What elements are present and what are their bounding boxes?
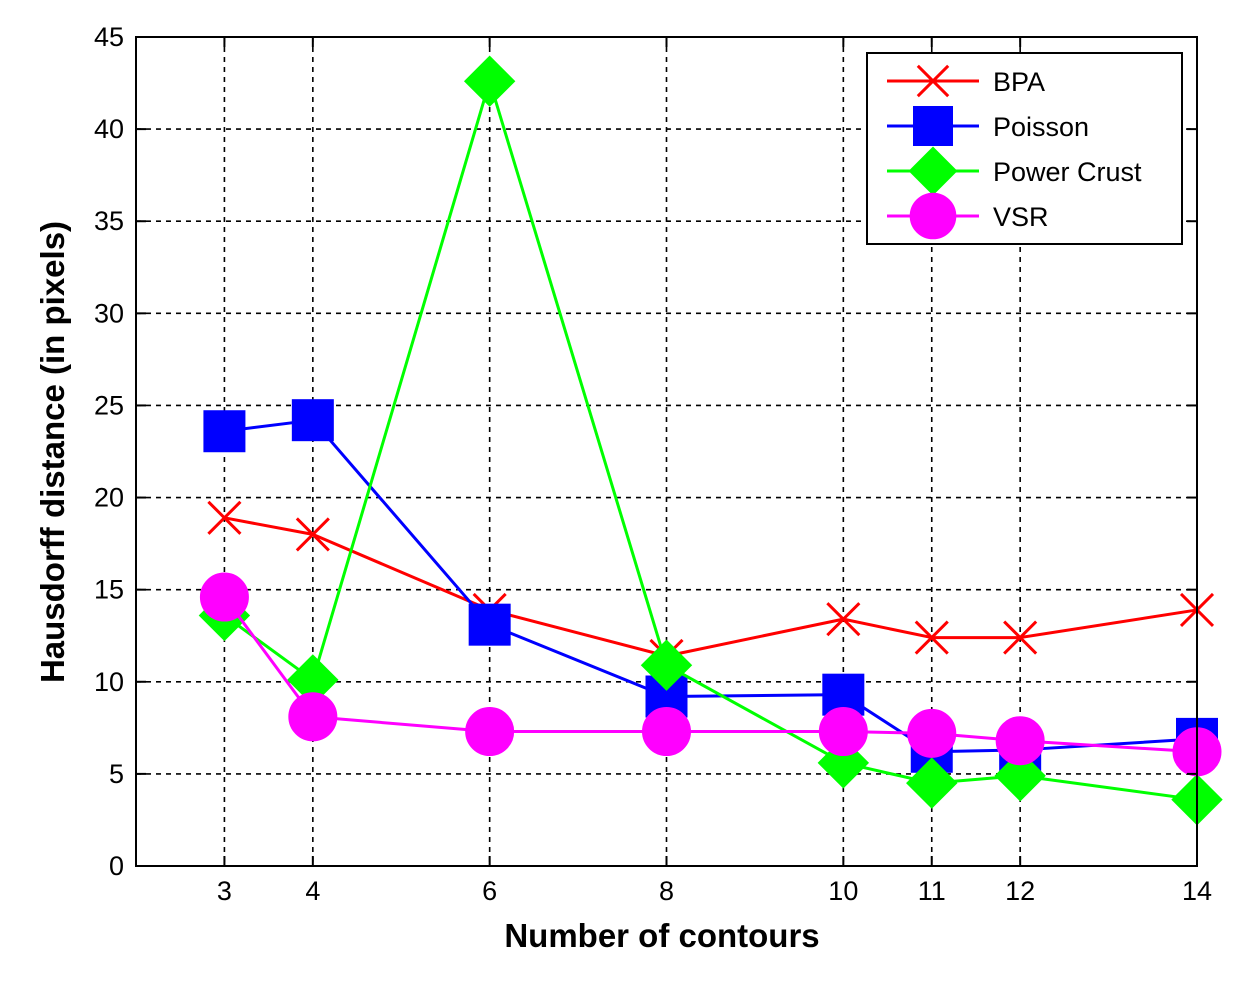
- vsr-point: [288, 692, 338, 742]
- y-tick-label: 0: [109, 851, 124, 881]
- x-tick-label: 4: [305, 876, 320, 906]
- legend-vsr-label: VSR: [993, 202, 1049, 232]
- bpa-point: [1003, 620, 1038, 655]
- y-tick-label: 15: [94, 575, 124, 605]
- vsr-point: [465, 707, 515, 757]
- legend-vsr-marker: [909, 192, 957, 240]
- x-tick-label: 8: [659, 876, 674, 906]
- vsr-point: [199, 572, 249, 622]
- y-tick-label: 5: [109, 759, 124, 789]
- axis-ticks: 3 4 6 8 10 11 12 14 0 5 10 15 20 25 30 35 40 45: [94, 22, 1212, 906]
- x-tick-label: 10: [828, 876, 858, 906]
- y-tick-label: 45: [94, 22, 124, 52]
- bpa-point: [914, 620, 949, 655]
- bpa-series-line: [224, 516, 1198, 658]
- legend-power-crust-label: Power Crust: [993, 157, 1142, 187]
- power-crust-point: [906, 757, 958, 809]
- y-tick-label: 30: [94, 298, 124, 328]
- poisson-point: [203, 410, 246, 453]
- legend-poisson-marker: [913, 106, 953, 146]
- x-tick-label: 11: [918, 876, 946, 906]
- x-tick-label: 14: [1182, 876, 1212, 906]
- legend-bpa-marker: [916, 64, 950, 98]
- bpa-point: [826, 602, 861, 637]
- poisson-series-line: [224, 418, 1198, 754]
- y-axis-title: Hausdorff distance (in pixels): [34, 221, 71, 683]
- x-tick-label: 6: [482, 876, 497, 906]
- power-crust-point: [463, 55, 516, 107]
- vsr-point: [907, 708, 957, 758]
- vsr-point: [642, 707, 691, 757]
- bpa-point: [207, 500, 242, 535]
- y-tick-label: 35: [94, 206, 124, 236]
- x-tick-label: 12: [1005, 876, 1035, 906]
- x-tick-label: 3: [217, 876, 232, 906]
- x-axis-title: Number of contours: [504, 917, 819, 954]
- y-tick-label: 20: [94, 483, 124, 513]
- vsr-point: [995, 716, 1045, 766]
- vsr-point: [818, 707, 868, 757]
- y-tick-label: 25: [94, 390, 124, 420]
- y-tick-label: 10: [94, 667, 124, 697]
- legend: BPA Poisson Power Crust VSR: [866, 52, 1183, 245]
- poisson-point: [291, 399, 334, 442]
- bpa-point: [295, 517, 330, 552]
- poisson-point: [468, 603, 511, 646]
- power-crust-point: [994, 750, 1046, 802]
- y-tick-label: 40: [94, 114, 124, 144]
- legend-bpa-label: BPA: [993, 67, 1045, 97]
- vsr-series-line: [223, 596, 1198, 754]
- power-crust-point: [640, 639, 693, 691]
- legend-poisson-label: Poisson: [993, 112, 1089, 142]
